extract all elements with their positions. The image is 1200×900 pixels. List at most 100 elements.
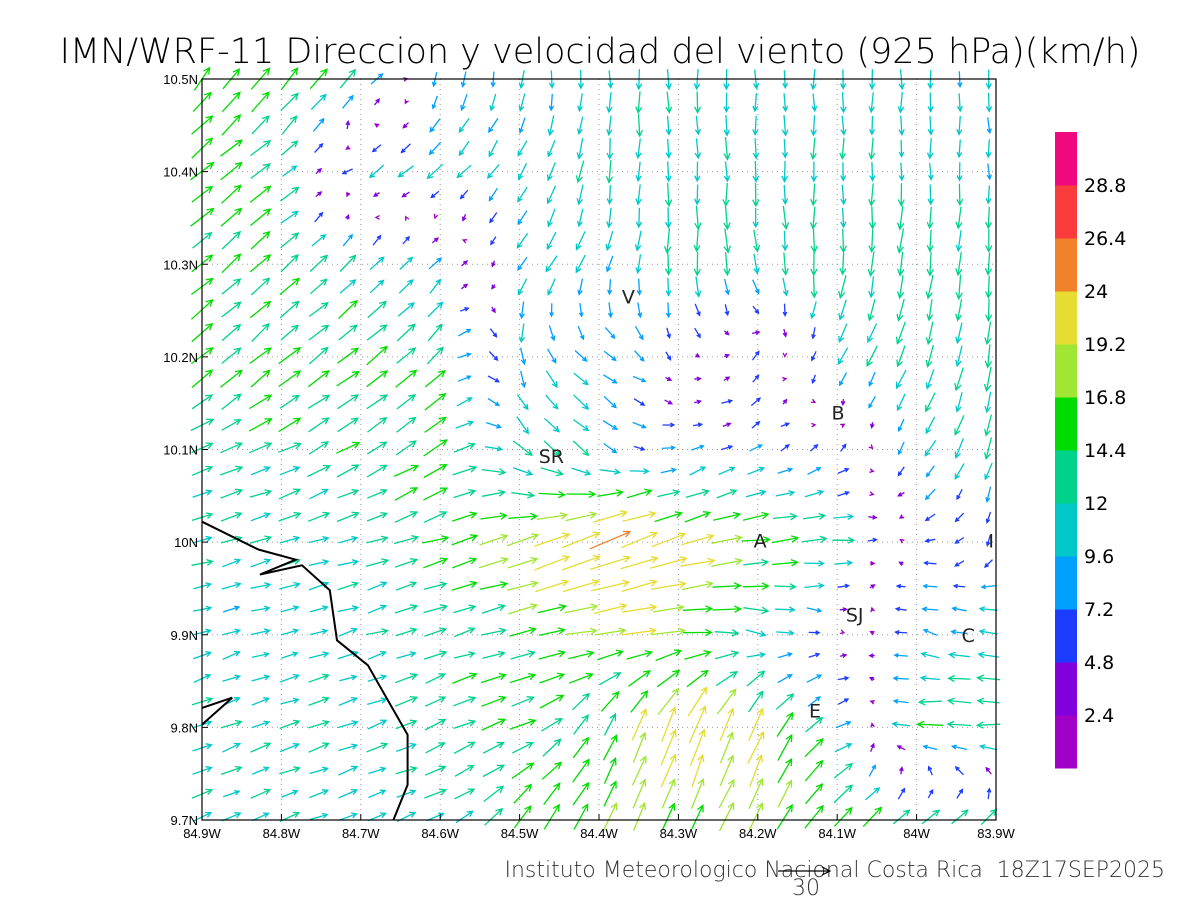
wind-arrow bbox=[562, 579, 600, 593]
wind-arrow bbox=[954, 415, 965, 436]
wind-arrow bbox=[776, 803, 793, 830]
wind-arrow bbox=[606, 207, 613, 229]
x-tick-label: 84.4W bbox=[580, 826, 618, 841]
wind-arrow bbox=[950, 744, 968, 751]
colorbar-swatch bbox=[1055, 715, 1077, 769]
wind-arrow bbox=[538, 490, 567, 499]
wind-arrow bbox=[574, 350, 588, 362]
wind-arrow bbox=[539, 694, 565, 709]
wind-arrow bbox=[633, 445, 646, 451]
wind-arrow bbox=[424, 765, 447, 776]
wind-arrow bbox=[589, 555, 632, 571]
wind-arrow bbox=[461, 283, 469, 290]
wind-arrow bbox=[808, 630, 821, 635]
wind-arrow bbox=[753, 229, 761, 253]
wind-arrow bbox=[897, 466, 905, 477]
wind-arrow bbox=[513, 783, 533, 804]
wind-arrow bbox=[251, 720, 271, 729]
wind-arrow bbox=[281, 115, 298, 135]
wind-arrow bbox=[345, 145, 351, 150]
wind-arrow bbox=[220, 207, 243, 227]
wind-arrow bbox=[654, 511, 684, 523]
wind-arrow bbox=[337, 489, 360, 499]
wind-arrow bbox=[517, 256, 528, 271]
wind-arrow bbox=[547, 208, 556, 228]
wind-arrow bbox=[723, 114, 731, 137]
wind-arrow bbox=[280, 605, 300, 613]
colorbar-swatch bbox=[1055, 185, 1077, 239]
wind-arrow bbox=[694, 376, 702, 382]
wind-arrow bbox=[719, 731, 734, 764]
wind-arrow bbox=[487, 397, 501, 407]
wind-arrow bbox=[547, 348, 557, 364]
wind-arrow bbox=[483, 785, 505, 803]
wind-arrow bbox=[665, 138, 672, 159]
wind-arrow bbox=[308, 346, 329, 365]
wind-arrow bbox=[868, 764, 876, 777]
wind-arrow bbox=[834, 743, 853, 753]
wind-arrow bbox=[517, 186, 528, 203]
wind-arrow bbox=[781, 205, 790, 231]
wind-arrow bbox=[249, 535, 273, 544]
wind-arrow bbox=[777, 467, 794, 474]
wind-arrow bbox=[345, 119, 351, 129]
wind-arrow bbox=[221, 253, 242, 274]
wind-arrow bbox=[980, 808, 998, 826]
wind-arrow bbox=[572, 758, 590, 783]
wind-arrow bbox=[489, 328, 498, 338]
wind-arrow bbox=[395, 581, 418, 591]
wind-arrow bbox=[775, 606, 796, 613]
wind-arrow bbox=[606, 92, 613, 114]
wind-arrow bbox=[336, 370, 360, 387]
wind-arrow bbox=[424, 392, 447, 411]
wind-arrow bbox=[486, 164, 500, 179]
wind-arrow bbox=[221, 91, 241, 113]
wind-arrow bbox=[423, 487, 449, 501]
wind-arrow bbox=[805, 716, 824, 733]
wind-arrow bbox=[955, 298, 963, 322]
wind-arrow bbox=[635, 254, 642, 275]
wind-arrow bbox=[481, 603, 507, 614]
wind-arrow bbox=[808, 652, 821, 658]
wind-arrow bbox=[424, 696, 447, 707]
wind-arrow bbox=[393, 534, 420, 545]
wind-arrow bbox=[220, 139, 243, 157]
wind-arrow bbox=[839, 252, 847, 276]
wind-arrow bbox=[748, 690, 764, 713]
wind-arrow bbox=[722, 182, 730, 208]
wind-arrow bbox=[602, 734, 618, 761]
wind-arrow bbox=[867, 251, 876, 278]
wind-arrow bbox=[460, 94, 468, 112]
wind-arrow bbox=[925, 416, 936, 435]
wind-arrow bbox=[545, 394, 559, 410]
wind-arrow bbox=[374, 215, 380, 220]
wind-arrow bbox=[781, 160, 788, 184]
wind-arrow bbox=[281, 651, 299, 659]
wind-arrow bbox=[576, 184, 584, 206]
wind-arrow bbox=[517, 140, 528, 157]
wind-arrow bbox=[250, 582, 272, 589]
wind-arrow bbox=[547, 115, 555, 137]
wind-arrow bbox=[811, 351, 817, 362]
wind-arrow bbox=[561, 555, 601, 571]
wind-arrow bbox=[480, 672, 508, 684]
wind-arrow bbox=[867, 299, 876, 322]
colorbar-label: 12 bbox=[1084, 493, 1108, 515]
wind-arrow bbox=[310, 93, 327, 110]
wind-arrow bbox=[752, 207, 759, 229]
wind-arrow bbox=[602, 802, 618, 831]
wind-arrow bbox=[308, 559, 330, 567]
station-label: A bbox=[754, 530, 767, 552]
wind-arrow bbox=[985, 766, 992, 775]
wind-arrow bbox=[222, 558, 242, 568]
wind-arrow bbox=[603, 395, 617, 409]
wind-arrow bbox=[780, 444, 790, 452]
wind-arrow bbox=[776, 629, 795, 636]
wind-arrow bbox=[488, 351, 499, 362]
wind-arrow bbox=[984, 391, 992, 414]
wind-arrow bbox=[723, 136, 731, 161]
colorbar-label: 28.8 bbox=[1084, 175, 1126, 197]
wind-arrow bbox=[251, 651, 270, 658]
wind-arrow bbox=[451, 580, 478, 591]
wind-arrow bbox=[898, 162, 905, 182]
